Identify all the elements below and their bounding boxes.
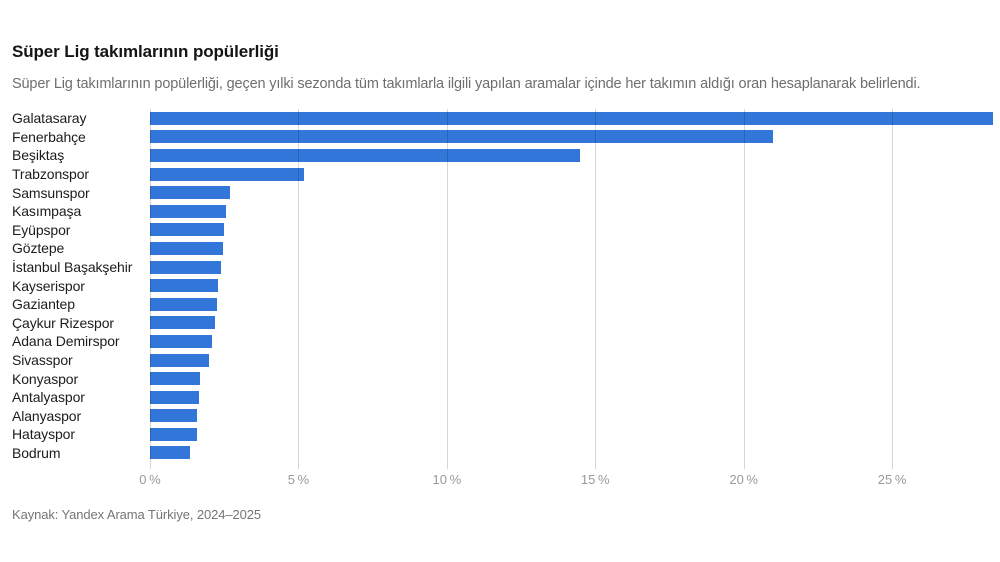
chart-row: Antalyaspor [12, 388, 993, 407]
category-label: Fenerbahçe [12, 128, 86, 145]
bar [150, 260, 222, 274]
category-label: Antalyaspor [12, 389, 85, 406]
bar [150, 390, 199, 404]
category-label: Sivasspor [12, 352, 73, 369]
category-label: Beşiktaş [12, 147, 65, 164]
bar [150, 353, 210, 367]
bar-track [150, 241, 993, 255]
bar-track [150, 297, 993, 311]
chart-row: Alanyaspor [12, 407, 993, 426]
x-tick-label: 25 % [877, 472, 907, 488]
x-axis: 0 % 5 % 10 % 15 % 20 % 25 % [12, 472, 993, 488]
bar [150, 316, 216, 330]
axis-tick-labels: 0 % 5 % 10 % 15 % 20 % 25 % [139, 472, 993, 488]
bar [150, 186, 231, 200]
category-label: Bodrum [12, 444, 61, 461]
x-tick-label: 15 % [580, 472, 610, 488]
chart-row: Samsunspor [12, 183, 993, 202]
category-label: Çaykur Rizespor [12, 314, 114, 331]
chart-row: Çaykur Rizespor [12, 314, 993, 333]
bar [150, 204, 226, 218]
bar-track [150, 446, 993, 460]
bar [150, 446, 191, 460]
x-tick-label: 0 % [139, 472, 161, 488]
chart-row: Fenerbahçe [12, 128, 993, 147]
x-tick-label: 10 % [432, 472, 462, 488]
chart-title: Süper Lig takımlarının popülerliği [12, 42, 279, 61]
chart-row: Trabzonspor [12, 165, 993, 184]
x-tick-label: 5 % [287, 472, 310, 488]
bar [150, 427, 198, 441]
bar-track [150, 353, 993, 367]
bar [150, 334, 213, 348]
bar [150, 372, 201, 386]
bar [150, 409, 198, 423]
category-label: Samsunspor [12, 184, 90, 201]
bar-track [150, 427, 993, 441]
bar-track [150, 204, 993, 218]
bar-track [150, 316, 993, 330]
category-label: Alanyaspor [12, 407, 82, 424]
bar [150, 279, 219, 293]
category-label: Gaziantep [12, 296, 75, 313]
bar [150, 111, 993, 125]
category-label: Konyaspor [12, 370, 79, 387]
source-caption: Kaynak: Yandex Arama Türkiye, 2024–2025 [12, 507, 262, 523]
chart-row: Bodrum [12, 444, 993, 463]
bar [150, 148, 581, 162]
bar-track [150, 223, 993, 237]
bar-track [150, 148, 993, 162]
category-label: Trabzonspor [12, 166, 89, 183]
category-label: İstanbul Başakşehir [12, 259, 133, 276]
bar-track [150, 390, 993, 404]
bar-track [150, 186, 993, 200]
category-label: Göztepe [12, 240, 65, 257]
bar [150, 130, 774, 144]
bar-track [150, 372, 993, 386]
chart-row: Hatayspor [12, 425, 993, 444]
category-label: Galatasaray [12, 110, 87, 127]
bar-track [150, 409, 993, 423]
bar-track [150, 334, 993, 348]
chart-row: Konyaspor [12, 369, 993, 388]
chart-row: İstanbul Başakşehir [12, 258, 993, 277]
chart-row: Galatasaray [12, 109, 993, 128]
bar-track [150, 167, 993, 181]
category-label: Kayserispor [12, 277, 85, 294]
plot-area: Galatasaray Fenerbahçe Beşiktaş Trabzonspor… [12, 109, 993, 470]
chart-row: Kasımpaşa [12, 202, 993, 221]
chart-subtitle: Süper Lig takımlarının popülerliği, geçe… [12, 76, 921, 92]
category-label: Kasımpaşa [12, 203, 82, 220]
chart-row: Eyüpspor [12, 221, 993, 240]
category-label: Adana Demirspor [12, 333, 120, 350]
bar-track [150, 111, 993, 125]
bar [150, 223, 225, 237]
bar [150, 297, 217, 311]
category-label: Hatayspor [12, 426, 75, 443]
bar-track [150, 130, 993, 144]
bar [150, 167, 305, 181]
chart-row: Kayserispor [12, 276, 993, 295]
axis-spacer [12, 472, 150, 488]
x-tick-label: 20 % [729, 472, 758, 488]
category-label: Eyüpspor [12, 221, 71, 238]
bar [150, 241, 223, 255]
chart-row: Adana Demirspor [12, 332, 993, 351]
chart-row: Göztepe [12, 239, 993, 258]
chart-row: Sivasspor [12, 351, 993, 370]
plot-rows: Galatasaray Fenerbahçe Beşiktaş Trabzonspor… [12, 109, 993, 462]
bar-track [150, 279, 993, 293]
chart-row: Beşiktaş [12, 146, 993, 165]
chart-row: Gaziantep [12, 295, 993, 314]
bar-track [150, 260, 993, 274]
bar-chart: Galatasaray Fenerbahçe Beşiktaş Trabzonspor… [12, 109, 993, 488]
